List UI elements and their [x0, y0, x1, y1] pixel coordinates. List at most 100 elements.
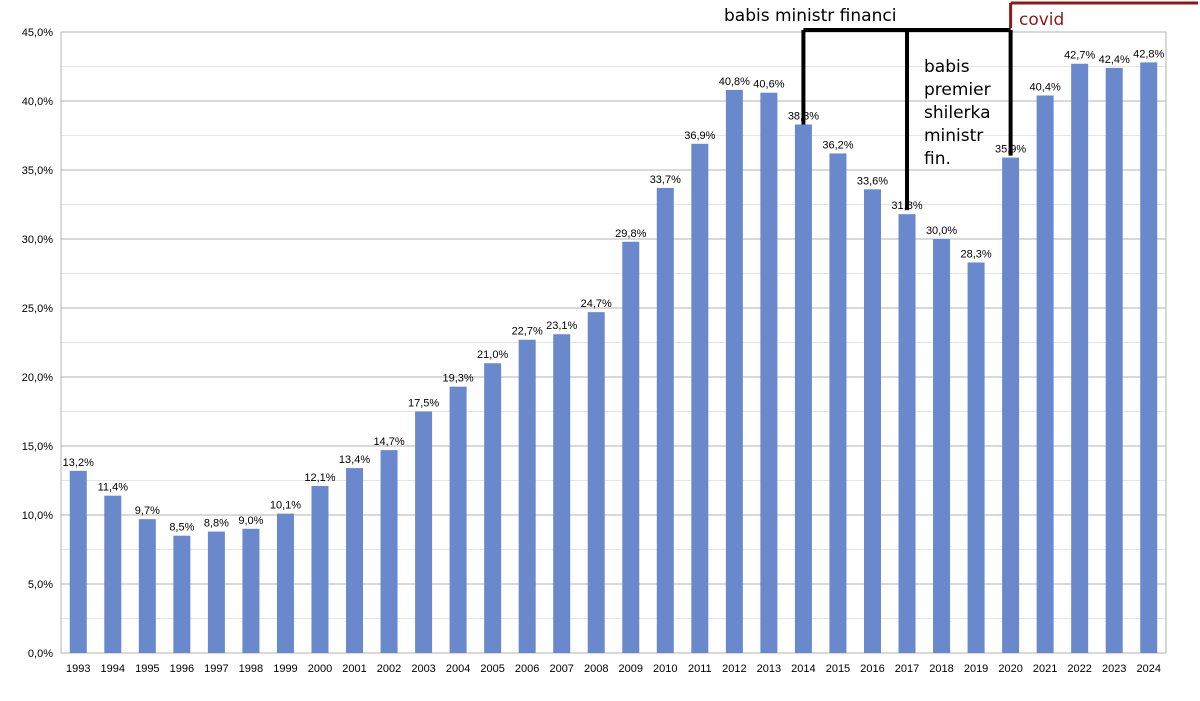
x-tick-label: 2001 — [342, 663, 366, 675]
x-tick-label: 1998 — [239, 663, 263, 675]
x-tick-label: 2022 — [1067, 663, 1091, 675]
bar — [622, 241, 640, 653]
y-tick-label: 10,0% — [22, 510, 53, 522]
bar — [276, 513, 294, 653]
bar — [967, 262, 985, 653]
x-tick-label: 2002 — [377, 663, 401, 675]
x-tick-label: 2006 — [515, 663, 539, 675]
data-label: 11,4% — [98, 482, 129, 494]
x-tick-label: 2009 — [619, 663, 643, 675]
bar — [898, 214, 916, 653]
bar — [173, 535, 191, 653]
bar — [725, 89, 743, 653]
bar — [415, 411, 433, 653]
data-label: 40,6% — [753, 79, 784, 91]
data-label: 10,1% — [270, 500, 301, 512]
y-tick-label: 35,0% — [22, 165, 53, 177]
data-label: 13,2% — [63, 457, 94, 469]
data-label: 13,4% — [339, 454, 370, 466]
bars — [69, 62, 1158, 654]
bar — [346, 468, 364, 653]
annotation-covid: covid — [1019, 10, 1065, 30]
bar — [138, 519, 156, 653]
bar — [207, 531, 225, 653]
data-label: 33,7% — [650, 174, 681, 186]
x-tick-label: 2024 — [1136, 663, 1160, 675]
bar — [1071, 63, 1089, 654]
x-tick-label: 2021 — [1033, 663, 1057, 675]
data-label: 14,7% — [373, 436, 404, 448]
y-tick-label: 45,0% — [22, 27, 53, 39]
y-tick-label: 5,0% — [28, 579, 53, 591]
data-label: 30,0% — [926, 225, 957, 237]
bar — [829, 153, 847, 653]
x-tick-label: 2018 — [929, 663, 953, 675]
bar — [1002, 157, 1020, 653]
x-tick-label: 1993 — [66, 663, 90, 675]
data-label: 12,1% — [304, 472, 335, 484]
annotation-line: shilerka — [924, 103, 991, 123]
x-tick-label: 2005 — [480, 663, 504, 675]
x-tick-label: 2012 — [722, 663, 746, 675]
x-tick-label: 1995 — [135, 663, 159, 675]
x-tick-label: 2020 — [998, 663, 1022, 675]
bar — [518, 339, 536, 653]
bar — [933, 239, 951, 653]
bar — [863, 189, 881, 653]
data-label: 17,5% — [408, 398, 439, 410]
x-tick-label: 2004 — [446, 663, 470, 675]
data-label: 42,7% — [1064, 50, 1095, 62]
x-tick-label: 1996 — [170, 663, 194, 675]
data-label: 33,6% — [857, 175, 888, 187]
x-tick-label: 2008 — [584, 663, 608, 675]
x-tick-label: 2016 — [860, 663, 884, 675]
bar — [760, 92, 778, 654]
data-label: 42,8% — [1133, 48, 1164, 60]
bar — [311, 486, 329, 653]
data-label: 40,8% — [719, 76, 750, 88]
bar — [587, 312, 605, 653]
bar — [553, 334, 571, 653]
y-tick-label: 30,0% — [22, 234, 53, 246]
data-label: 23,1% — [546, 320, 577, 332]
x-tick-label: 2003 — [411, 663, 435, 675]
bar — [380, 450, 398, 653]
data-label: 28,3% — [960, 248, 991, 260]
annotation-line: babis — [924, 57, 970, 77]
bar — [656, 187, 674, 653]
data-label: 36,9% — [684, 130, 715, 142]
y-tick-label: 20,0% — [22, 372, 53, 384]
x-tick-label: 2015 — [826, 663, 850, 675]
data-label: 8,8% — [204, 518, 229, 530]
data-label: 42,4% — [1099, 54, 1130, 66]
data-label: 9,7% — [135, 505, 160, 517]
data-label: 24,7% — [581, 298, 612, 310]
x-tick-label: 2000 — [308, 663, 332, 675]
annotation-babis-ministr-financi: babis ministr financi — [724, 6, 897, 26]
x-tick-label: 2013 — [757, 663, 781, 675]
data-label: 22,7% — [512, 326, 543, 338]
x-tick-label: 2007 — [549, 663, 573, 675]
y-axis-ticks: 0,0% 5,0% 10,0% 15,0% 20,0% 25,0% 30,0% 35,0% 40… — [22, 27, 53, 660]
bar — [104, 495, 122, 653]
y-tick-label: 25,0% — [22, 303, 53, 315]
x-tick-label: 1997 — [204, 663, 228, 675]
data-label: 21,0% — [477, 349, 508, 361]
data-label: 29,8% — [615, 228, 646, 240]
x-tick-label: 1999 — [273, 663, 297, 675]
bar — [242, 528, 260, 653]
annotation-line: fin. — [924, 149, 951, 169]
bar — [691, 143, 709, 653]
x-tick-label: 2019 — [964, 663, 988, 675]
annotation-line: premier — [924, 80, 991, 100]
y-tick-label: 15,0% — [22, 441, 53, 453]
annotation-babis-premier: babis premier shilerka ministr fin. — [924, 56, 1014, 171]
y-tick-label: 0,0% — [28, 648, 53, 660]
bar — [1105, 67, 1123, 653]
data-label: 19,3% — [443, 373, 474, 385]
x-tick-label: 2010 — [653, 663, 677, 675]
bar — [484, 363, 502, 653]
data-label: 40,4% — [1030, 81, 1061, 93]
x-tick-label: 2017 — [895, 663, 919, 675]
